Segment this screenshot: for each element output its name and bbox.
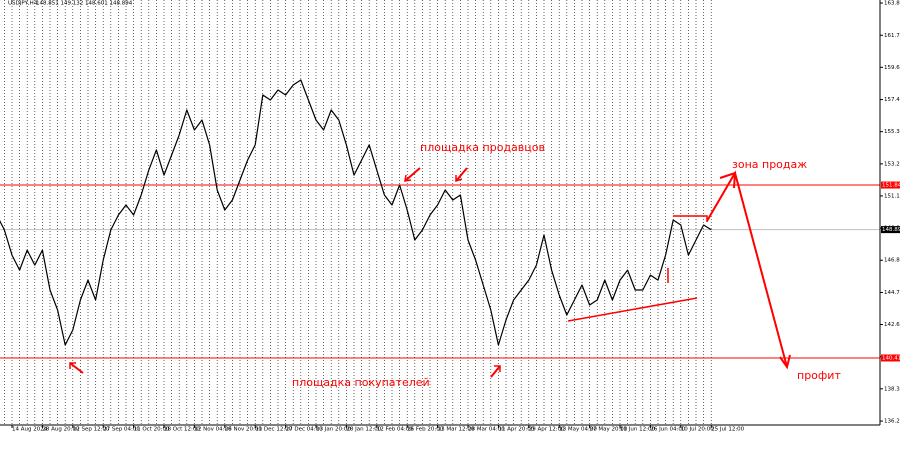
y-tick-label: 155.370 — [884, 129, 900, 135]
annotation: площадка покупателей — [292, 376, 430, 389]
x-tick-label: 27 May 20:00 — [590, 427, 628, 433]
x-tick-label: 26 Feb 20:00 — [407, 427, 444, 433]
annotation-shapes — [69, 167, 791, 378]
x-tick-label: 28 Jan 12:00 — [346, 427, 381, 433]
arrow-head — [779, 354, 791, 370]
annotation: площадка продавцов — [420, 141, 545, 154]
symbol: USDJPY,H4 — [8, 1, 38, 7]
price-label: 148.894 — [882, 227, 900, 233]
x-tick-label: 26 Jun 04:00 — [650, 427, 685, 433]
y-tick-label: 153.240 — [884, 161, 900, 167]
y-tick-label: 159.620 — [884, 65, 900, 71]
ohlc: 148.851 149.132 148.601 148.894 — [36, 1, 133, 7]
x-tick-label: 14 Aug 2024 — [12, 427, 48, 433]
level-label: 151.840 — [882, 183, 900, 189]
arrow — [404, 167, 421, 182]
x-tick-label: 28 Oct 12:00 — [164, 427, 200, 433]
x-tick-label: 13 Jan 20:00 — [316, 427, 351, 433]
price-label-bg — [881, 226, 900, 234]
x-tick-label: 28 Aug 20:00 — [42, 427, 80, 433]
x-tick-label: 11 Oct 20:00 — [134, 427, 170, 433]
x-tick-label: 11 Apr 20:00 — [498, 427, 534, 433]
x-tick-label: 12 Nov 04:00 — [194, 427, 232, 433]
arrow-head — [69, 362, 76, 369]
x-tick-label: 12 Sep 12:00 — [73, 427, 110, 433]
x-tick-label: 13 May 04:00 — [559, 427, 597, 433]
level-label-bg — [881, 181, 900, 189]
x-tick-label: 27 Sep 04:00 — [103, 427, 140, 433]
x-tick-label: 12 Feb 04:00 — [377, 427, 414, 433]
arrow — [490, 365, 501, 378]
x-tick-label: 29 Apr 12:00 — [529, 427, 565, 433]
x-tick-label: 11 Dec 12:00 — [255, 427, 292, 433]
x-tick-label: 27 Dec 04:00 — [286, 427, 323, 433]
x-tick-label: 28 Mar 04:00 — [468, 427, 505, 433]
y-tick-label: 136.240 — [884, 419, 900, 425]
trend-line — [567, 297, 698, 322]
y-tick-label: 151.120 — [884, 193, 900, 199]
y-tick-label: 146.870 — [884, 258, 900, 264]
price-line-series — [0, 79, 712, 346]
arrow — [69, 362, 84, 374]
y-tick-label: 157.490 — [884, 97, 900, 103]
y-tick-label: 142.620 — [884, 322, 900, 328]
arrow-head — [494, 365, 501, 372]
level-label: 140.410 — [882, 355, 900, 361]
x-tick-label: 26 Nov 20:00 — [225, 427, 263, 433]
arrow — [455, 167, 468, 182]
annotation: зона продаж — [732, 158, 807, 171]
arrow-head — [455, 175, 463, 183]
x-tick-label: 25 Jul 12:00 — [711, 427, 744, 433]
x-tick-label: 11 Jun 12:00 — [620, 427, 655, 433]
y-tick-label: 163.870 — [884, 1, 900, 7]
arrow-head — [719, 171, 737, 189]
x-tick-label: 13 Mar 12:00 — [438, 427, 475, 433]
arrow-head — [404, 174, 412, 182]
y-tick-label: 161.740 — [884, 33, 900, 39]
y-tick-label: 138.370 — [884, 386, 900, 392]
annotation: профит — [797, 369, 841, 382]
level-label-bg — [881, 354, 900, 362]
y-tick-label: 144.740 — [884, 290, 900, 296]
x-tick-label: 10 Jul 20:00 — [681, 427, 714, 433]
